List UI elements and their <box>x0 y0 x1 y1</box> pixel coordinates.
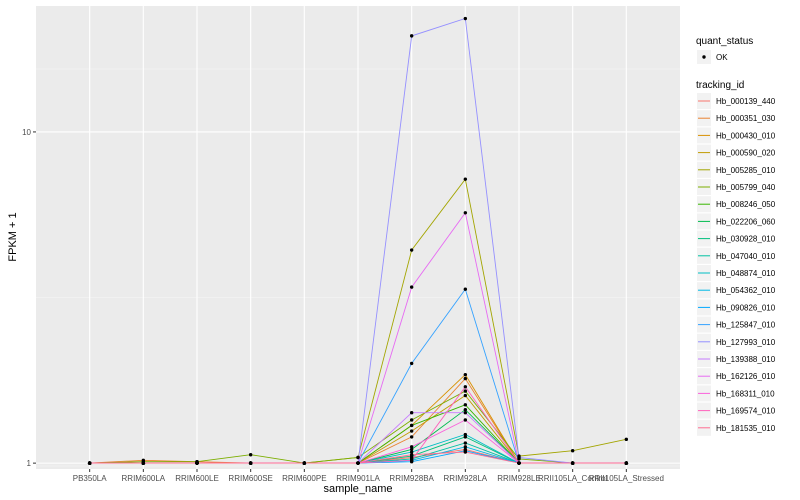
x-tick-label: RRIM600LA <box>122 474 166 483</box>
legend-series-label: Hb_127993_010 <box>716 338 776 347</box>
legend-series-label: Hb_022206_060 <box>716 217 776 226</box>
x-tick-label: RRIM928LA <box>444 474 488 483</box>
legend-series-label: Hb_125847_010 <box>716 321 776 330</box>
data-point <box>624 437 629 442</box>
data-point <box>624 461 629 465</box>
x-axis: PB350LA RRIM600LA RRIM600LE RRIM600SE RRIM60… <box>73 469 664 483</box>
legend-series-label: Hb_054362_010 <box>716 286 776 295</box>
data-point <box>409 435 414 439</box>
legend-series-label: Hb_090826_010 <box>716 303 776 312</box>
x-tick-label: RRIM928BA <box>389 474 434 483</box>
data-point <box>409 445 414 449</box>
legend-series-label: Hb_030928_010 <box>716 235 776 244</box>
data-point <box>463 372 468 377</box>
legend-series-label: Hb_181535_010 <box>716 424 776 433</box>
data-point <box>409 458 414 462</box>
x-tick-label: RRII105LA_Stressed <box>589 474 664 483</box>
data-point <box>409 285 414 289</box>
legend-series-label: Hb_048874_010 <box>716 269 776 278</box>
data-point <box>463 16 468 21</box>
x-tick-label: RRIM901LA <box>336 474 380 483</box>
data-point <box>463 211 468 215</box>
y-axis: 1 10 <box>22 128 36 468</box>
data-point <box>463 177 468 181</box>
data-point <box>463 445 468 449</box>
legend-series-label: Hb_000430_010 <box>716 131 776 140</box>
data-point <box>409 453 414 457</box>
x-tick-label: RRIM600SE <box>228 474 272 483</box>
data-point <box>463 403 468 407</box>
legend-series-label: Hb_162126_010 <box>716 372 776 381</box>
data-point <box>463 389 468 393</box>
data-point <box>195 461 199 465</box>
legend-series-label: Hb_168311_010 <box>716 389 775 398</box>
legend-series-label: Hb_005285_010 <box>716 166 776 175</box>
data-point <box>409 361 414 366</box>
x-tick-label: RRIM600PE <box>282 474 326 483</box>
data-point <box>409 423 414 428</box>
legend-series-label: Hb_005799_040 <box>716 183 776 192</box>
data-point <box>570 449 575 453</box>
legend-tracking-id-title: tracking_id <box>696 80 744 91</box>
legend-series-label: Hb_008246_050 <box>716 200 776 209</box>
legend-quant-status: OK <box>697 50 728 64</box>
x-tick-label: RRIM928LE <box>497 474 541 483</box>
data-point <box>409 418 414 422</box>
x-axis-title: sample_name <box>323 483 392 495</box>
data-point <box>141 461 146 465</box>
legend-series-label: Hb_139388_010 <box>716 355 776 364</box>
data-point <box>463 441 468 445</box>
legend-series-label: Hb_000590_020 <box>716 149 776 158</box>
legend-series-label: Hb_047040_010 <box>716 252 776 261</box>
data-point <box>517 455 521 460</box>
legend-quant-status-title: quant_status <box>696 36 753 47</box>
grid-lines <box>36 6 680 469</box>
legend-series-label: Hb_169574_010 <box>716 407 776 416</box>
data-point <box>463 385 468 389</box>
data-point <box>463 435 468 439</box>
data-points <box>87 16 629 465</box>
x-tick-label: PB350LA <box>73 474 107 483</box>
legend-key-point <box>702 55 706 59</box>
data-point <box>248 453 253 457</box>
data-point <box>409 410 414 415</box>
data-point <box>463 450 468 454</box>
legend-quant-status-label: OK <box>716 53 728 62</box>
x-tick-label: RRII105LA_Control <box>538 474 608 483</box>
legend-series-label: Hb_000139_440 <box>716 97 776 106</box>
data-point <box>356 461 360 465</box>
data-point <box>409 447 414 452</box>
data-point <box>409 34 414 38</box>
data-point <box>302 461 307 465</box>
data-point <box>517 461 521 465</box>
legend-series-label: Hb_000351_030 <box>716 114 776 123</box>
legend-tracking-id: Hb_000139_440 Hb_000351_030 Hb_000430_010 H… <box>697 93 776 436</box>
data-point <box>409 429 414 433</box>
data-point <box>409 248 414 252</box>
data-point <box>463 393 468 398</box>
data-point <box>463 418 468 422</box>
y-tick-label: 1 <box>27 459 32 468</box>
data-point <box>409 450 414 454</box>
data-point <box>463 407 468 412</box>
y-axis-title: FPKM + 1 <box>7 212 19 261</box>
data-point <box>570 461 575 465</box>
data-point <box>87 461 92 465</box>
data-point <box>463 432 468 437</box>
data-point <box>463 410 468 415</box>
data-point <box>463 287 468 291</box>
y-tick-label: 10 <box>22 128 31 137</box>
data-point <box>356 455 360 460</box>
x-tick-label: RRIM600LE <box>175 474 219 483</box>
data-point <box>248 461 253 465</box>
legend: quant_status OK tracking_id Hb_000139_44… <box>696 36 776 436</box>
data-point <box>463 376 468 381</box>
